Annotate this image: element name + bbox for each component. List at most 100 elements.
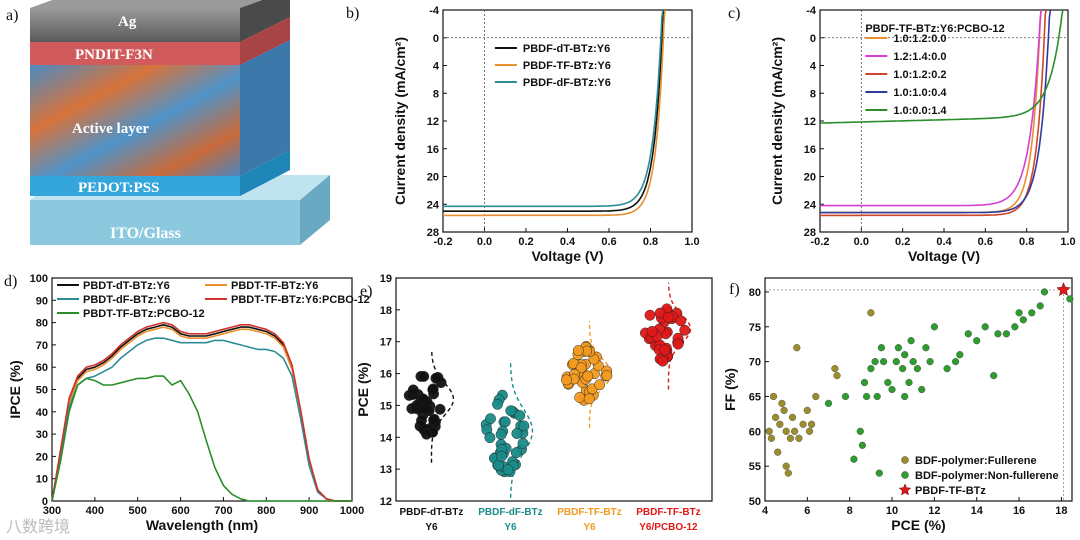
y-tick-label: 20 bbox=[804, 172, 816, 184]
ff-pce-point-series-2 bbox=[1011, 323, 1019, 331]
ff-pce-point-series-1 bbox=[784, 469, 792, 477]
ff-pce-point-series-2 bbox=[824, 399, 833, 408]
pce-data-point bbox=[517, 437, 529, 449]
x-tick-label: 1.0 bbox=[684, 236, 699, 248]
ff-pce-point-series-2 bbox=[1066, 295, 1074, 303]
pce-data-point bbox=[428, 414, 440, 426]
jv-curve-series-3 bbox=[443, 9, 664, 208]
ag-front-face bbox=[30, 8, 240, 42]
pce-data-point bbox=[657, 355, 669, 367]
pedot-front-face bbox=[30, 176, 240, 196]
jv-curve-series-2 bbox=[820, 9, 1042, 207]
legend-title: PBDF-TF-BTz:Y6:PCBO-12 bbox=[865, 23, 1004, 35]
panel-label: d) bbox=[4, 273, 17, 290]
watermark: 八数跨境 bbox=[6, 517, 70, 536]
pce-data-point bbox=[505, 405, 517, 417]
y-axis-label: PCE (%) bbox=[355, 362, 371, 416]
y-tick-label: 24 bbox=[427, 199, 440, 211]
y-tick-label: 15 bbox=[380, 400, 392, 412]
ff-pce-point-series-1 bbox=[799, 420, 807, 428]
ff-pce-point-series-1 bbox=[790, 427, 799, 435]
jv-curve-series-3 bbox=[820, 9, 1048, 217]
panel-a-device-stack: a) ITO/Glass PEDOT:PSS Active layer PNDI… bbox=[6, 0, 330, 245]
legend-label: PBDF-dT-BTz:Y6 bbox=[523, 43, 610, 55]
y-axis-label: Current density (mA/cm²) bbox=[769, 37, 785, 205]
ff-pce-point-series-2 bbox=[964, 330, 972, 338]
pce-data-point bbox=[514, 410, 526, 421]
pce-data-point bbox=[502, 464, 514, 476]
y-tick-label: -4 bbox=[806, 5, 817, 17]
glass-side-face bbox=[300, 175, 330, 245]
panel-c-jv-chart: c) -0.2 0.0 0.2 0.4 0.6 0.8 1.0 -4 0 4 8 12 16 20 24 28 V… bbox=[728, 5, 1076, 264]
group-label-line1: PBDF-TF-BTz bbox=[557, 507, 621, 518]
ff-pce-point-series-2 bbox=[909, 358, 917, 366]
legend-marker bbox=[901, 471, 909, 479]
pce-data-point bbox=[594, 379, 606, 391]
x-tick-label: -0.2 bbox=[811, 236, 830, 248]
ff-pce-point-series-1 bbox=[788, 413, 797, 422]
ff-pce-point-series-2 bbox=[873, 392, 881, 401]
x-tick-label: 0.2 bbox=[518, 236, 533, 248]
y-tick-label: 16 bbox=[427, 144, 439, 156]
y-tick-label: 8 bbox=[810, 88, 816, 100]
x-tick-label: 1000 bbox=[340, 505, 364, 517]
y-tick-label: 16 bbox=[804, 144, 816, 156]
x-tick-label: 0.8 bbox=[643, 236, 658, 248]
x-tick-label: 400 bbox=[86, 505, 104, 517]
ff-pce-point-series-1 bbox=[786, 434, 795, 442]
panel-b-jv-chart: b) -0.2 0.0 0.2 0.4 0.6 0.8 1.0 -4 0 4 8 12 16 20 24 28 V… bbox=[346, 5, 700, 264]
ff-pce-point-series-2 bbox=[918, 385, 926, 394]
ff-pce-point-series-2 bbox=[994, 330, 1002, 338]
legend-label: PBDT-TF-BTz:Y6:PCBO-12 bbox=[231, 294, 370, 306]
x-axis-label: PCE (%) bbox=[891, 517, 945, 533]
ff-pce-point-series-2 bbox=[871, 358, 879, 366]
pce-data-point bbox=[485, 413, 496, 425]
ff-pce-point-series-2 bbox=[926, 358, 934, 366]
ff-pce-point-series-1 bbox=[807, 420, 816, 428]
layer-active: Active layer bbox=[72, 121, 149, 137]
group-label-line1: PBDF-dF-BTz bbox=[478, 507, 542, 518]
y-tick-label: 13 bbox=[380, 464, 392, 476]
y-tick-label: 30 bbox=[36, 429, 48, 441]
ff-pce-point-series-1 bbox=[769, 392, 778, 401]
pce-data-point bbox=[499, 416, 511, 428]
pce-data-point bbox=[416, 415, 427, 426]
ff-pce-point-series-1 bbox=[831, 365, 839, 373]
y-tick-label: 50 bbox=[749, 496, 761, 508]
x-tick-label: 10 bbox=[886, 505, 898, 517]
x-tick-label: 700 bbox=[214, 505, 232, 517]
legend-label: 1.0:1.2:0.0 bbox=[893, 33, 946, 45]
y-tick-label: 55 bbox=[749, 461, 761, 473]
y-tick-label: 0 bbox=[810, 33, 816, 45]
x-tick-label: 16 bbox=[1013, 505, 1025, 517]
pce-data-point bbox=[518, 420, 530, 432]
x-tick-label: 4 bbox=[762, 505, 769, 517]
legend-label: PBDF-dF-BTz:Y6 bbox=[523, 77, 611, 89]
ff-pce-point-series-1 bbox=[867, 309, 875, 317]
x-tick-label: 600 bbox=[171, 505, 189, 517]
layer-pedot: PEDOT:PSS bbox=[78, 180, 159, 196]
panel-label: f) bbox=[729, 281, 740, 298]
ff-pce-point-series-2 bbox=[981, 323, 989, 331]
pce-data-point bbox=[434, 403, 446, 415]
panel-e-pce-distribution: e) 12 13 14 15 16 17 18 19 PCE (%) PBDF-dT-BTz Y6 PB… bbox=[355, 273, 713, 533]
y-tick-label: 40 bbox=[36, 407, 48, 419]
pce-data-point bbox=[417, 393, 429, 405]
panel-label: b) bbox=[346, 5, 359, 22]
ag-side-face bbox=[240, 0, 290, 42]
y-tick-label: 20 bbox=[427, 172, 439, 184]
legend-label: PBDT-dF-BTz:Y6 bbox=[83, 294, 170, 306]
legend-marker bbox=[901, 456, 909, 464]
ff-pce-point-series-2 bbox=[1019, 316, 1027, 324]
jv-curve-series-2 bbox=[443, 9, 666, 217]
y-axis-label: IPCE (%) bbox=[7, 360, 23, 418]
pce-data-point bbox=[662, 311, 674, 323]
group-label-line2: Y6 bbox=[425, 522, 438, 533]
legend-label: 1.0:0.0:1.4 bbox=[893, 105, 947, 117]
y-tick-label: 28 bbox=[427, 227, 439, 239]
pce-data-point bbox=[675, 315, 687, 327]
ff-pce-point-series-2 bbox=[877, 344, 886, 352]
ff-pce-point-series-1 bbox=[812, 392, 820, 401]
pce-data-point bbox=[421, 428, 432, 440]
x-tick-label: 14 bbox=[971, 505, 984, 517]
